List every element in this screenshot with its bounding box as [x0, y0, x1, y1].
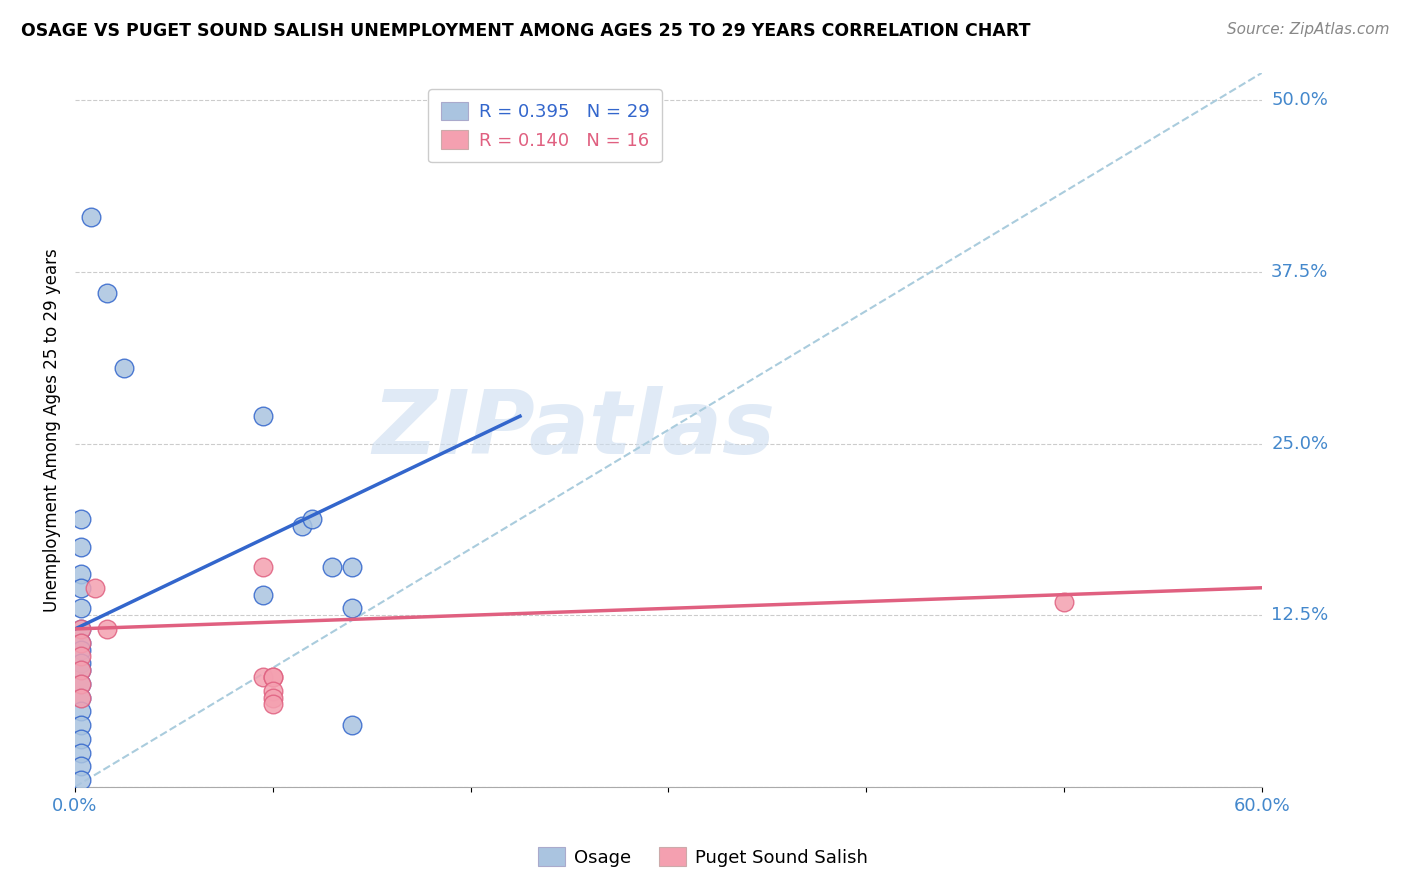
Point — [340, 718, 363, 732]
Point — [70, 772, 93, 787]
Point — [70, 636, 93, 650]
Point — [70, 622, 93, 636]
Point — [70, 677, 93, 691]
Text: 50.0%: 50.0% — [1271, 92, 1329, 110]
Point — [70, 690, 93, 705]
Point — [291, 519, 314, 533]
Point — [262, 698, 284, 712]
Point — [262, 670, 284, 684]
Point — [301, 512, 323, 526]
Point — [70, 622, 93, 636]
Point — [96, 622, 118, 636]
Point — [252, 560, 274, 574]
Point — [340, 601, 363, 615]
Point — [70, 636, 93, 650]
Point — [70, 704, 93, 718]
Point — [70, 649, 93, 664]
Point — [1053, 594, 1076, 608]
Point — [340, 560, 363, 574]
Point — [321, 560, 343, 574]
Point — [96, 285, 118, 300]
Y-axis label: Unemployment Among Ages 25 to 29 years: Unemployment Among Ages 25 to 29 years — [44, 248, 60, 612]
Text: Source: ZipAtlas.com: Source: ZipAtlas.com — [1226, 22, 1389, 37]
Text: 25.0%: 25.0% — [1271, 434, 1329, 452]
Text: OSAGE VS PUGET SOUND SALISH UNEMPLOYMENT AMONG AGES 25 TO 29 YEARS CORRELATION C: OSAGE VS PUGET SOUND SALISH UNEMPLOYMENT… — [21, 22, 1031, 40]
Point — [114, 361, 136, 376]
Point — [252, 409, 274, 424]
Point — [70, 581, 93, 595]
Point — [262, 670, 284, 684]
Point — [70, 731, 93, 746]
Point — [70, 746, 93, 760]
Point — [70, 663, 93, 677]
Point — [70, 759, 93, 773]
Text: 12.5%: 12.5% — [1271, 607, 1329, 624]
Point — [70, 601, 93, 615]
Legend: Osage, Puget Sound Salish: Osage, Puget Sound Salish — [531, 840, 875, 874]
Text: ZIPatlas: ZIPatlas — [373, 386, 775, 474]
Point — [70, 677, 93, 691]
Legend: R = 0.395   N = 29, R = 0.140   N = 16: R = 0.395 N = 29, R = 0.140 N = 16 — [429, 89, 662, 162]
Point — [70, 657, 93, 671]
Point — [262, 683, 284, 698]
Point — [70, 540, 93, 554]
Point — [252, 670, 274, 684]
Point — [70, 690, 93, 705]
Point — [70, 567, 93, 582]
Text: 37.5%: 37.5% — [1271, 263, 1329, 281]
Point — [262, 690, 284, 705]
Point — [70, 512, 93, 526]
Point — [70, 663, 93, 677]
Point — [83, 581, 105, 595]
Point — [80, 210, 103, 224]
Point — [70, 718, 93, 732]
Point — [70, 642, 93, 657]
Point — [252, 588, 274, 602]
